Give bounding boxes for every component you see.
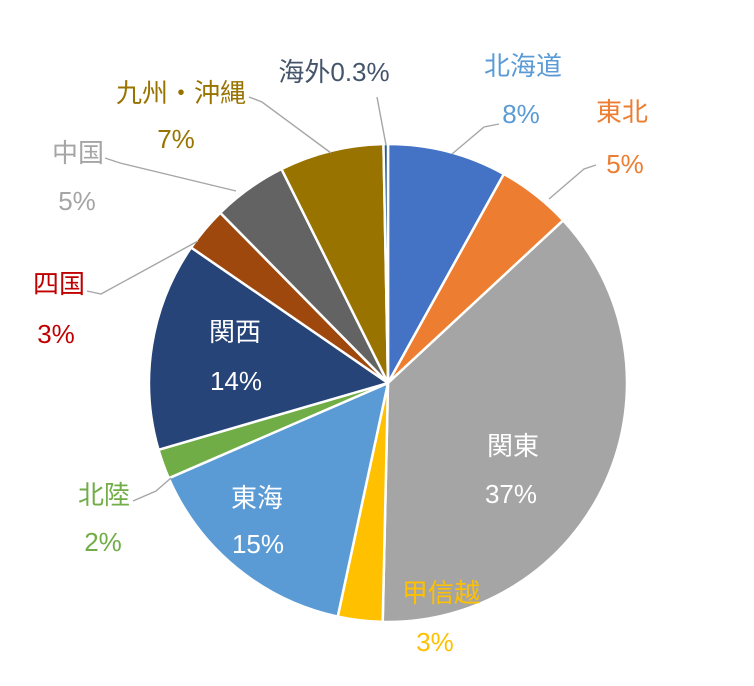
label-kaigai-pct[interactable]: 0.3% bbox=[330, 57, 390, 87]
label-kanto-pct[interactable]: 37% bbox=[484, 479, 538, 509]
label-kaigai[interactable]: 海外0.3% bbox=[278, 59, 389, 85]
label-hokkaido-name[interactable]: 北海道 bbox=[483, 51, 563, 81]
label-chugoku-name[interactable]: 中国 bbox=[51, 138, 105, 168]
label-koshinetsu-pct[interactable]: 3% bbox=[416, 627, 454, 657]
leader-line-kaigai bbox=[376, 96, 387, 146]
label-tohoku-name[interactable]: 東北 bbox=[595, 97, 649, 127]
pie-slice-hokkaido[interactable] bbox=[386, 142, 506, 385]
leader-line-kyushu-okinawa bbox=[248, 96, 332, 154]
leader-line-hokuriku bbox=[132, 477, 172, 502]
label-kansai-name[interactable]: 関西 bbox=[208, 317, 262, 347]
label-tokai-name[interactable]: 東海 bbox=[230, 483, 284, 513]
label-kansai-pct[interactable]: 14% bbox=[209, 366, 263, 396]
label-shikoku-pct[interactable]: 3% bbox=[37, 319, 75, 349]
pie-slice-tokai[interactable] bbox=[167, 381, 390, 618]
label-chugoku-pct[interactable]: 5% bbox=[58, 186, 96, 216]
leader-line-shikoku bbox=[86, 240, 199, 295]
pie-slice-kansai[interactable] bbox=[147, 246, 390, 452]
label-shikoku-name[interactable]: 四国 bbox=[32, 269, 86, 299]
leader-line-hokkaido bbox=[451, 123, 500, 155]
label-hokkaido-pct[interactable]: 8% bbox=[502, 99, 540, 129]
label-kanto-name[interactable]: 関東 bbox=[486, 431, 540, 461]
label-kyushu-okinawa-pct[interactable]: 7% bbox=[157, 124, 195, 154]
pie-slice-kyushu-okinawa[interactable] bbox=[280, 142, 390, 385]
leader-line-chugoku bbox=[104, 157, 237, 192]
pie-slice-kanto[interactable] bbox=[381, 219, 629, 624]
label-kyushu-okinawa-name[interactable]: 九州・沖縄 bbox=[115, 78, 247, 108]
label-hokuriku-name[interactable]: 北陸 bbox=[77, 480, 131, 510]
label-hokuriku-pct[interactable]: 2% bbox=[84, 527, 122, 557]
leader-line-tohoku bbox=[548, 164, 597, 200]
label-koshinetsu-name[interactable]: 甲信越 bbox=[401, 578, 481, 608]
label-tokai-pct[interactable]: 15% bbox=[231, 529, 285, 559]
label-tohoku-pct[interactable]: 5% bbox=[606, 149, 644, 179]
label-kaigai-name[interactable]: 海外 bbox=[278, 57, 331, 87]
